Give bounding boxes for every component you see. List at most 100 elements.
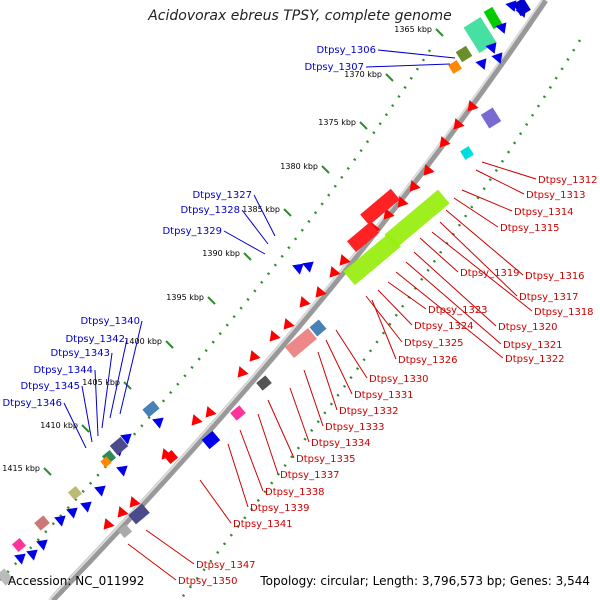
scale-tick-label: 1370 kbp bbox=[344, 70, 382, 79]
gene-arrow-feature bbox=[26, 549, 38, 561]
gene-features bbox=[0, 0, 531, 586]
gene-feature bbox=[142, 400, 160, 418]
gene-label-plus: Dtpsy_1328 bbox=[180, 205, 240, 216]
scale-tick-label: 1415 kbp bbox=[2, 464, 40, 473]
gene-label-minus: Dtpsy_1350 bbox=[178, 576, 238, 587]
gene-feature bbox=[309, 319, 327, 337]
gene-arrow-feature bbox=[94, 485, 106, 497]
scale-tick-mark bbox=[359, 121, 368, 130]
scale-tick-label: 1375 kbp bbox=[318, 118, 356, 127]
gene-label-minus: Dtpsy_1325 bbox=[404, 338, 464, 349]
minus-label-leader bbox=[481, 161, 537, 180]
gene-label-minus: Dtpsy_1312 bbox=[538, 175, 598, 186]
gene-arrow-feature bbox=[383, 208, 395, 220]
gene-label-minus: Dtpsy_1316 bbox=[525, 271, 585, 282]
scale-tick-mark bbox=[385, 73, 394, 82]
minus-label-leader bbox=[145, 529, 195, 565]
scale-tick-mark bbox=[435, 28, 444, 37]
gene-label-minus: Dtpsy_1347 bbox=[196, 560, 256, 571]
gene-label-minus: Dtpsy_1341 bbox=[233, 519, 293, 530]
gene-feature bbox=[11, 537, 27, 553]
gene-arrow-feature bbox=[120, 433, 132, 445]
gene-arrow-feature bbox=[467, 100, 479, 112]
scale-tick-mark bbox=[165, 340, 174, 349]
minus-label-leader bbox=[445, 209, 524, 276]
gene-label-minus: Dtpsy_1330 bbox=[369, 374, 429, 385]
gene-feature bbox=[34, 515, 50, 531]
gene-feature bbox=[384, 189, 450, 249]
gene-arrow-feature bbox=[80, 501, 92, 513]
scale-tick-mark bbox=[81, 424, 90, 433]
minus-label-leader bbox=[461, 189, 513, 212]
gene-label-minus: Dtpsy_1339 bbox=[250, 503, 310, 514]
gene-label-plus: Dtpsy_1340 bbox=[80, 316, 140, 327]
gene-label-minus: Dtpsy_1334 bbox=[311, 438, 371, 449]
gene-label-plus: Dtpsy_1329 bbox=[162, 226, 222, 237]
gene-feature bbox=[460, 146, 474, 160]
gene-arrow-feature bbox=[116, 465, 128, 477]
scale-tick-mark bbox=[123, 381, 132, 390]
scale-tick-mark bbox=[243, 252, 252, 261]
gene-feature bbox=[448, 60, 462, 74]
gene-arrow-feature bbox=[485, 42, 497, 54]
gene-label-minus: Dtpsy_1313 bbox=[526, 190, 586, 201]
minus-label-leader bbox=[395, 271, 504, 359]
gene-feature bbox=[360, 188, 400, 226]
gene-arrow-feature bbox=[129, 496, 141, 508]
plus-label-leader bbox=[63, 402, 87, 449]
minus-label-leader bbox=[199, 479, 232, 524]
plus-label-leader bbox=[94, 369, 99, 437]
gene-arrow-feature bbox=[329, 266, 341, 278]
gene-feature bbox=[285, 327, 317, 359]
gene-label-minus: Dtpsy_1326 bbox=[398, 355, 458, 366]
minus-label-leader bbox=[405, 261, 502, 345]
minus-label-leader bbox=[431, 231, 533, 312]
gene-label-minus: Dtpsy_1318 bbox=[534, 307, 594, 318]
gene-feature bbox=[109, 436, 129, 456]
gene-feature bbox=[201, 430, 221, 450]
gene-arrow-feature bbox=[409, 180, 421, 192]
gene-label-plus: Dtpsy_1344 bbox=[33, 365, 93, 376]
gene-label-minus: Dtpsy_1332 bbox=[339, 406, 399, 417]
scale-tick-label: 1365 kbp bbox=[394, 25, 432, 34]
gene-arrow-feature bbox=[505, 0, 517, 12]
plus-label-leader bbox=[241, 209, 269, 245]
inner-guide-arc bbox=[0, 49, 432, 581]
scale-tick-mark bbox=[283, 208, 292, 217]
scale-tick-label: 1395 kbp bbox=[166, 293, 204, 302]
plus-label-leader bbox=[365, 63, 451, 68]
gene-arrow-feature bbox=[237, 366, 249, 378]
minus-label-leader bbox=[127, 543, 177, 581]
minus-label-leader bbox=[387, 281, 427, 310]
gene-arrow-feature bbox=[191, 414, 203, 426]
gene-feature bbox=[347, 221, 379, 253]
gene-label-minus: Dtpsy_1314 bbox=[514, 207, 574, 218]
minus-label-leader bbox=[317, 351, 338, 411]
plus-label-leader bbox=[109, 338, 128, 419]
plus-label-leader bbox=[119, 320, 143, 415]
gene-arrow-feature bbox=[315, 286, 327, 298]
rrna-feature bbox=[483, 6, 503, 30]
minus-label-leader bbox=[267, 399, 295, 459]
scale-tick-mark bbox=[43, 467, 52, 476]
accession-text: Accession: NC_011992 bbox=[8, 574, 145, 588]
gene-label-minus: Dtpsy_1331 bbox=[354, 390, 414, 401]
minus-label-leader bbox=[257, 413, 279, 475]
gene-feature bbox=[163, 449, 179, 465]
gene-label-minus: Dtpsy_1333 bbox=[325, 422, 385, 433]
scale-tick-label: 1400 kbp bbox=[124, 337, 162, 346]
gene-label-plus: Dtpsy_1307 bbox=[304, 62, 364, 73]
minus-label-leader bbox=[419, 237, 459, 273]
scale-tick-label: 1405 kbp bbox=[82, 378, 120, 387]
gene-arrow-feature bbox=[54, 515, 66, 527]
gene-label-plus: Dtpsy_1346 bbox=[2, 398, 62, 409]
gene-feature bbox=[463, 16, 497, 54]
gene-feature bbox=[67, 485, 83, 501]
gene-feature bbox=[256, 375, 272, 391]
gene-arrow-feature bbox=[439, 136, 451, 148]
minus-label-leader bbox=[365, 295, 403, 343]
gene-label-minus: Dtpsy_1322 bbox=[505, 354, 565, 365]
scale-tick-label: 1390 kbp bbox=[202, 249, 240, 258]
gene-arrow-feature bbox=[36, 539, 48, 551]
